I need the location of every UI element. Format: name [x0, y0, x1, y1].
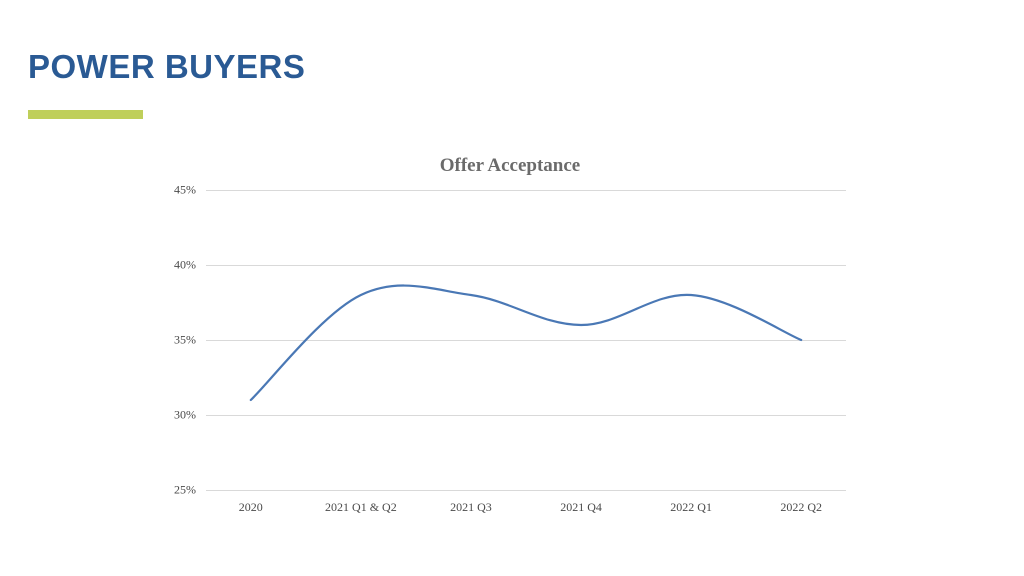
page-title: POWER BUYERS [28, 48, 305, 86]
chart-ytick-label: 40% [174, 258, 196, 273]
chart-gridline [206, 490, 846, 491]
chart-xtick-label: 2021 Q3 [450, 500, 492, 515]
chart-xtick-label: 2020 [239, 500, 263, 515]
chart-xtick-label: 2022 Q2 [780, 500, 822, 515]
chart-ytick-label: 25% [174, 483, 196, 498]
chart-line-svg [206, 190, 846, 490]
chart-title: Offer Acceptance [360, 155, 660, 177]
chart-series-line [251, 286, 801, 400]
chart: 25% 30% 35% 40% 45% 2020 2021 Q1 & Q2 2021 Q3 20… [150, 180, 870, 520]
chart-plot-area: 25%30%35%40%45%20202021 Q1 & Q22021 Q320… [206, 190, 846, 490]
slide: POWER BUYERS Offer Acceptance 25% 30% 35% 4… [0, 0, 1024, 576]
chart-ytick-label: 30% [174, 408, 196, 423]
chart-xtick-label: 2022 Q1 [670, 500, 712, 515]
chart-xtick-label: 2021 Q4 [560, 500, 602, 515]
chart-ytick-label: 45% [174, 183, 196, 198]
title-underline [28, 110, 143, 119]
chart-xtick-label: 2021 Q1 & Q2 [325, 500, 397, 515]
chart-ytick-label: 35% [174, 333, 196, 348]
